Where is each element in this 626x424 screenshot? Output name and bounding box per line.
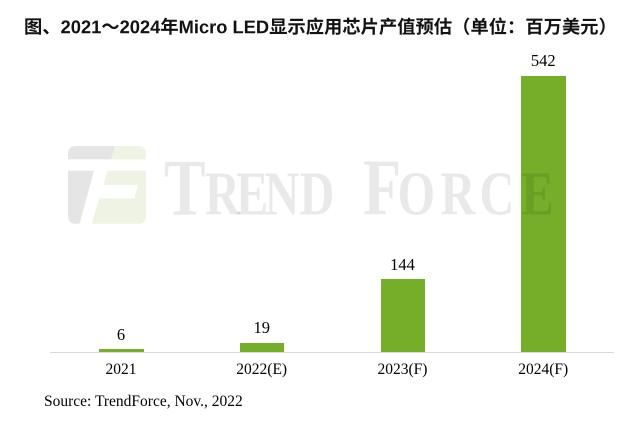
svg-text:TRENDFORCE: TREND FORC E bbox=[164, 143, 554, 232]
